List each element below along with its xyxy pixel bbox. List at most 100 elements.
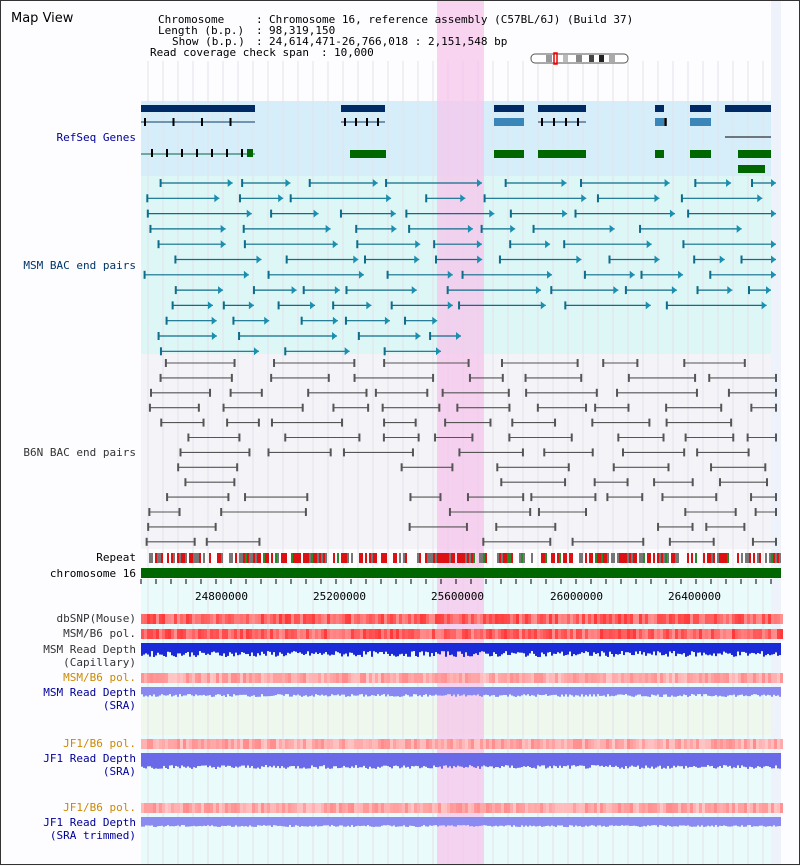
repeat-element bbox=[347, 553, 349, 563]
polymorphism-cell bbox=[225, 673, 228, 683]
read-depth-bar bbox=[725, 643, 727, 653]
read-depth-bar bbox=[541, 687, 543, 696]
repeat-element bbox=[619, 553, 621, 563]
read-depth-bar bbox=[467, 817, 469, 826]
bac-end bbox=[229, 388, 232, 397]
polymorphism-cell bbox=[423, 614, 426, 624]
read-depth-bar bbox=[523, 643, 525, 654]
read-depth-bar bbox=[449, 687, 451, 695]
read-depth-bar bbox=[585, 643, 587, 652]
bac-end bbox=[508, 403, 511, 412]
read-depth-bar bbox=[533, 643, 535, 654]
track-label-msm-bac[interactable]: MSM BAC end pairs bbox=[23, 259, 136, 272]
repeat-element bbox=[721, 553, 723, 563]
read-depth-bar bbox=[209, 643, 211, 655]
read-depth-bar bbox=[505, 643, 507, 652]
bac-end bbox=[507, 388, 510, 397]
read-depth-bar bbox=[321, 687, 323, 695]
read-depth-bar bbox=[161, 687, 163, 695]
bac-end bbox=[468, 373, 471, 382]
read-depth-bar bbox=[589, 753, 591, 768]
polymorphism-cell bbox=[225, 803, 228, 813]
read-depth-bar bbox=[669, 687, 671, 697]
polymorphism-cell bbox=[372, 629, 375, 639]
polymorphism-cell bbox=[561, 803, 564, 813]
polymorphism-cell bbox=[540, 629, 543, 639]
read-depth-bar bbox=[243, 753, 245, 766]
polymorphism-cell bbox=[561, 673, 564, 683]
read-depth-bar bbox=[459, 687, 461, 696]
bac-end bbox=[147, 522, 150, 531]
bac-end-arrow bbox=[771, 240, 776, 249]
bac-end bbox=[585, 508, 588, 516]
read-depth-bar bbox=[643, 643, 645, 653]
read-depth-bar bbox=[553, 753, 555, 766]
read-depth-bar bbox=[441, 643, 443, 652]
read-depth-bar bbox=[581, 643, 583, 653]
repeat-element bbox=[209, 553, 211, 563]
read-depth-bar bbox=[595, 687, 597, 697]
polymorphism-cell bbox=[594, 614, 597, 624]
read-depth-bar bbox=[575, 817, 577, 826]
polymorphism-cell bbox=[750, 614, 753, 624]
polymorphism-cell bbox=[678, 803, 681, 813]
bac-end bbox=[145, 537, 148, 546]
bac-end bbox=[365, 388, 368, 397]
polymorphism-cell bbox=[741, 739, 744, 749]
info-span-value: 10,000 bbox=[334, 46, 374, 59]
polymorphism-cell bbox=[540, 673, 543, 683]
read-depth-bar bbox=[389, 817, 391, 826]
bac-end bbox=[332, 301, 335, 310]
polymorphism-cell bbox=[285, 614, 288, 624]
repeat-element bbox=[665, 553, 667, 563]
bac-end-arrow bbox=[761, 301, 767, 310]
polymorphism-cell bbox=[711, 739, 714, 749]
read-depth-bar bbox=[353, 687, 355, 696]
track-label-msm-depth-capillary-sub: (Capillary) bbox=[63, 656, 136, 669]
polymorphism-cell bbox=[462, 673, 465, 683]
polymorphism-cell bbox=[306, 614, 309, 624]
read-depth-bar bbox=[755, 817, 757, 827]
repeat-element bbox=[243, 553, 245, 563]
track-label-refseq-genes[interactable]: RefSeq Genes bbox=[56, 131, 136, 144]
polymorphism-cell bbox=[360, 739, 363, 749]
read-depth-bar bbox=[573, 817, 575, 827]
repeat-element bbox=[405, 553, 407, 563]
read-depth-bar bbox=[209, 687, 211, 696]
read-depth-bar bbox=[675, 817, 677, 827]
read-depth-bar bbox=[667, 643, 669, 657]
read-depth-bar bbox=[193, 643, 195, 656]
axis-tick-label: 25600000 bbox=[431, 590, 484, 603]
read-depth-bar bbox=[171, 753, 173, 766]
polymorphism-cell bbox=[186, 614, 189, 624]
repeat-element bbox=[193, 553, 195, 563]
repeat-element bbox=[551, 553, 553, 563]
track-label-b6n-bac[interactable]: B6N BAC end pairs bbox=[23, 446, 136, 459]
read-depth-bar bbox=[245, 643, 247, 655]
repeat-element bbox=[543, 553, 545, 563]
read-depth-bar bbox=[325, 687, 327, 696]
polymorphism-cell bbox=[267, 614, 270, 624]
read-depth-bar bbox=[255, 687, 257, 697]
polymorphism-cell bbox=[675, 673, 678, 683]
read-depth-bar bbox=[345, 817, 347, 827]
polymorphism-cell bbox=[657, 673, 660, 683]
read-depth-bar bbox=[299, 753, 301, 769]
read-depth-bar bbox=[233, 687, 235, 695]
polymorphism-cell bbox=[222, 673, 225, 683]
read-depth-bar bbox=[343, 753, 345, 766]
read-depth-bar bbox=[565, 753, 567, 767]
repeat-element bbox=[557, 553, 559, 563]
read-depth-bar bbox=[189, 643, 191, 657]
read-depth-bar bbox=[305, 817, 307, 827]
refseq-gene-green bbox=[538, 150, 586, 158]
polymorphism-cell bbox=[756, 614, 759, 624]
polymorphism-cell bbox=[189, 673, 192, 683]
repeat-element bbox=[299, 553, 301, 563]
repeat-element bbox=[203, 553, 205, 563]
polymorphism-cell bbox=[567, 739, 570, 749]
bac-end bbox=[433, 240, 436, 249]
read-depth-bar bbox=[563, 753, 565, 767]
read-depth-bar bbox=[361, 643, 363, 657]
